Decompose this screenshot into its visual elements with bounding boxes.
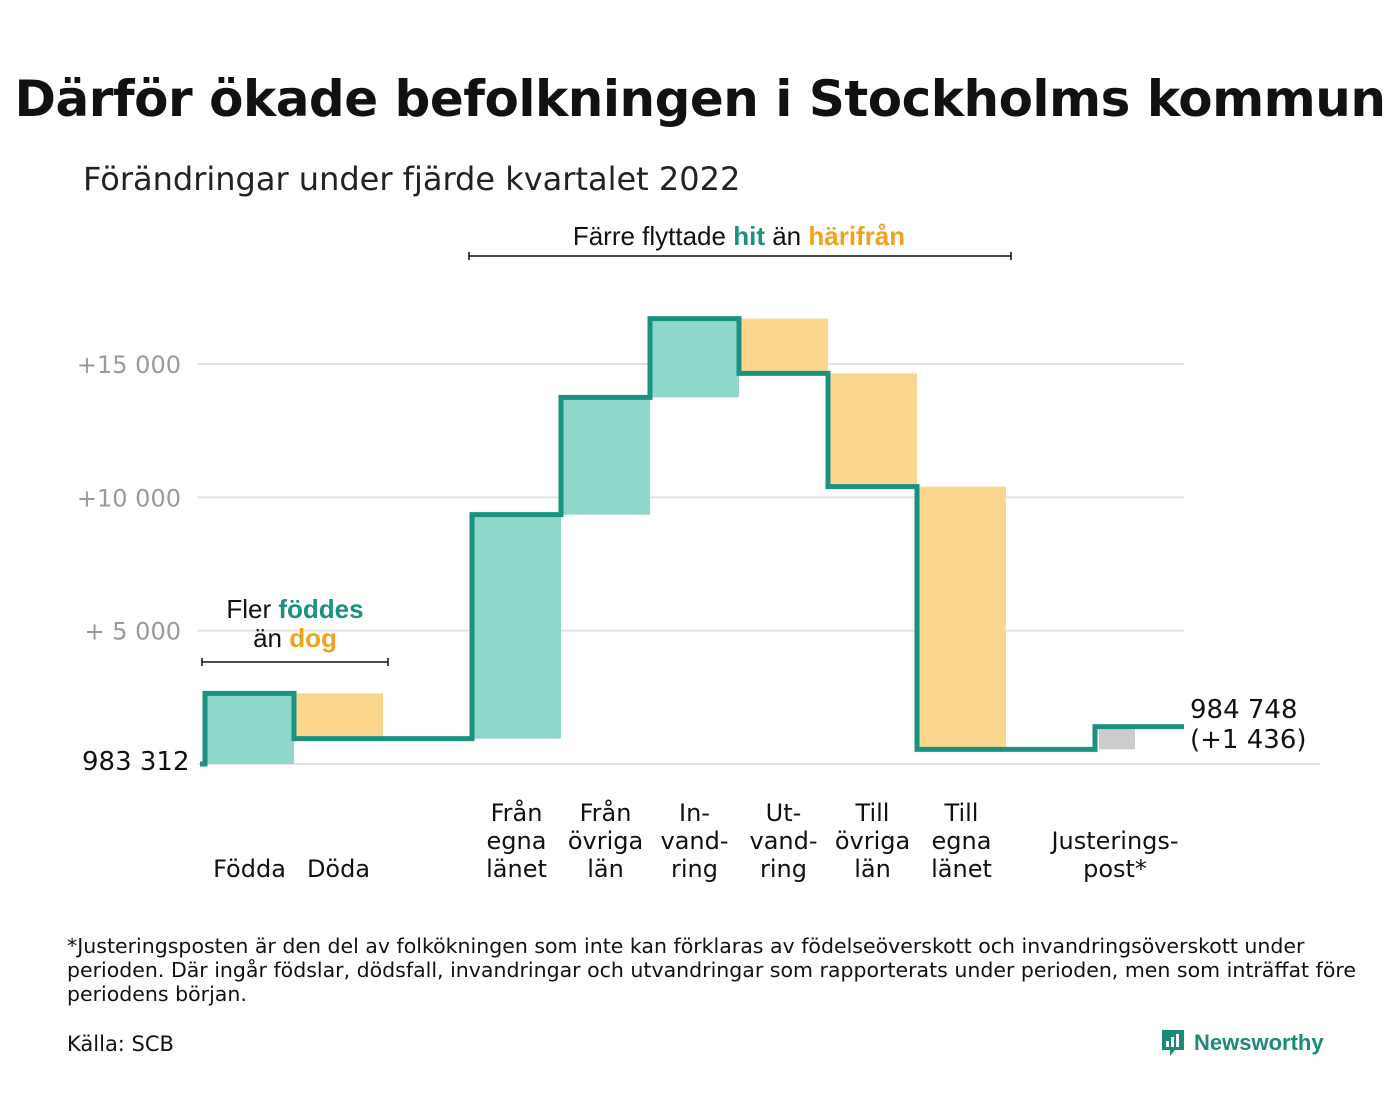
waterfall-bar	[917, 486, 1006, 750]
category-label: övriga	[835, 827, 910, 855]
category-label: egna	[932, 827, 992, 855]
category-label: länet	[931, 855, 992, 883]
chart-subtitle: Förändringar under fjärde kvartalet 2022	[83, 160, 741, 198]
annotation-run: än	[253, 623, 289, 653]
annotation-text: än dog	[253, 623, 337, 653]
category-label: Från	[580, 798, 632, 827]
annotation-run: föddes	[278, 594, 363, 624]
end-value-label: (+1 436)	[1190, 725, 1307, 755]
logo-text: Newsworthy	[1194, 1030, 1324, 1055]
footnote: *Justeringsposten är den del av folkökni…	[67, 934, 1356, 1006]
category-label: Födda	[213, 855, 286, 883]
category-label: Ut-	[766, 799, 802, 827]
annotation-text: Fler föddes	[226, 594, 363, 624]
waterfall-bar	[650, 318, 739, 398]
annotation-run: Fler	[226, 594, 278, 624]
category-label: ring	[671, 855, 718, 883]
newsworthy-logo[interactable]: Newsworthy	[1160, 1028, 1324, 1058]
chart-title: Därför ökade befolkningen i Stockholms k…	[14, 70, 1386, 128]
y-tick-label: +15 000	[77, 351, 181, 379]
waterfall-bar	[294, 693, 383, 739]
category-label: Justerings-	[1049, 827, 1178, 855]
category-label: Till	[944, 799, 979, 827]
annotation-run: Färre flyttade	[573, 221, 733, 251]
category-label: län	[854, 855, 891, 883]
waterfall-bar	[828, 373, 917, 487]
category-label: vand-	[660, 827, 728, 855]
category-label: In-	[679, 799, 710, 827]
annotation-run: hit	[733, 221, 765, 251]
step-line	[200, 316, 1184, 767]
y-tick-label: + 5 000	[85, 618, 181, 646]
waterfall-bar	[739, 318, 828, 374]
end-value-label: 984 748	[1190, 695, 1298, 725]
category-label: post*	[1083, 855, 1147, 883]
category-label: län	[587, 855, 624, 883]
waterfall-bar	[561, 397, 650, 515]
newsworthy-logo-icon	[1162, 1030, 1184, 1056]
start-value-label: 983 312	[82, 747, 190, 777]
category-label: Till	[855, 799, 890, 827]
category-label: övriga	[568, 827, 643, 855]
annotation-text: Färre flyttade hit än härifrån	[573, 221, 905, 251]
category-label: Från	[491, 798, 543, 827]
y-tick-label: +10 000	[77, 484, 181, 512]
waterfall-bar	[1099, 726, 1135, 750]
source-label: Källa: SCB	[67, 1032, 174, 1056]
waterfall-bar	[205, 693, 294, 764]
category-label: länet	[486, 855, 547, 883]
annotation-run: härifrån	[808, 221, 905, 251]
annotation-run: än	[765, 221, 808, 251]
waterfall-bar	[472, 514, 561, 739]
category-label: vand-	[749, 827, 817, 855]
category-label: ring	[760, 855, 807, 883]
category-label: egna	[487, 827, 547, 855]
category-label: Döda	[307, 855, 370, 883]
annotation-run: dog	[289, 623, 337, 653]
